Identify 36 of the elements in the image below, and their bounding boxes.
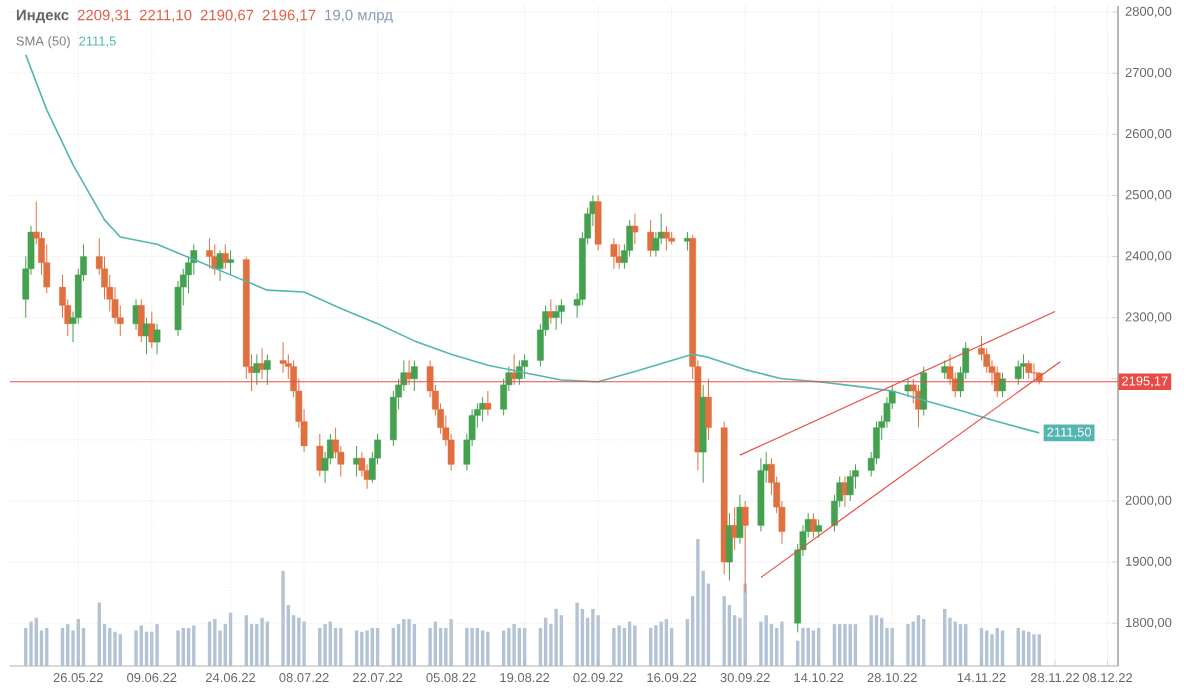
candlestick xyxy=(993,366,1001,398)
candlestick xyxy=(405,359,413,386)
candlestick xyxy=(904,378,912,398)
candlestick xyxy=(631,213,639,245)
candlestick xyxy=(705,378,712,441)
candlestick xyxy=(263,353,271,386)
candlestick xyxy=(510,353,518,386)
candlestick xyxy=(736,494,744,545)
candlestick xyxy=(1014,359,1022,386)
candlestick xyxy=(810,512,817,539)
candlestick xyxy=(521,353,528,380)
candlestick xyxy=(253,353,261,386)
candlestick xyxy=(647,219,654,258)
candlestick xyxy=(148,311,156,349)
candlestick xyxy=(153,323,161,355)
candlestick xyxy=(221,243,229,270)
candlestick xyxy=(258,347,266,380)
candlestick xyxy=(615,243,623,270)
candlestick xyxy=(726,512,733,581)
candlestick xyxy=(1025,359,1033,380)
candlestick xyxy=(484,390,492,416)
candlestick xyxy=(846,469,854,502)
candlestick xyxy=(558,298,565,325)
candlestick xyxy=(279,341,287,374)
candlestick xyxy=(227,249,234,276)
candlestick xyxy=(610,237,618,270)
candlestick xyxy=(216,249,224,282)
candlestick xyxy=(920,366,928,416)
line-series xyxy=(24,54,1041,434)
candlestick xyxy=(663,225,670,251)
candlestick xyxy=(206,237,213,270)
candlestick xyxy=(552,304,560,331)
candlestick xyxy=(815,518,823,539)
candlestick xyxy=(411,359,418,392)
candlestick xyxy=(316,433,324,478)
candlestick xyxy=(999,372,1006,398)
